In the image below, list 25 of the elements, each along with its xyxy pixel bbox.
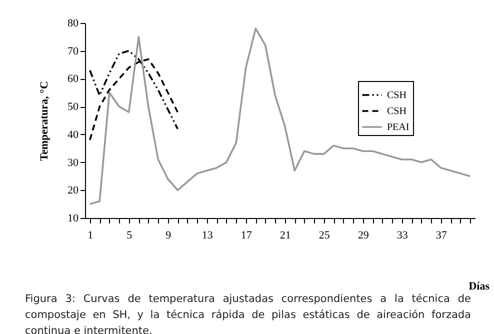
y-axis-title: Temperatura, °C <box>38 81 50 161</box>
x-tick-label: 13 <box>202 230 214 242</box>
legend-label: CSH <box>387 106 406 117</box>
text: Figura 3: Curvas de temperatura ajustadas correspondientes a la técnica de compostaje en SH, y la técnica rápida de pilas estáticas de aireación forzada continua e intermitente. <box>25 292 471 334</box>
y-tick-label: 80 <box>68 18 79 30</box>
x-tick-label: 37 <box>436 230 448 242</box>
legend-label: PEAI <box>387 122 410 133</box>
y-tick-label: 60 <box>68 73 79 86</box>
y-tick-label: 30 <box>68 156 79 169</box>
x-tick-label: 5 <box>126 230 133 242</box>
y-tick-label: 10 <box>68 212 79 224</box>
x-tick-label: 25 <box>318 230 330 242</box>
y-tick-label: 40 <box>68 128 79 141</box>
x-axis-title: Días <box>468 280 490 292</box>
legend-label: CSH <box>387 90 406 101</box>
line-series <box>88 28 472 205</box>
x-tick-label: 21 <box>280 230 291 242</box>
x-tick-label: 1 <box>88 230 94 242</box>
y-tick-label: 20 <box>68 184 79 197</box>
y-tick-label: 70 <box>68 45 79 58</box>
x-tick-label: 17 <box>240 230 252 242</box>
x-tick-label: 9 <box>166 230 172 242</box>
x-tick-label: 29 <box>358 230 370 242</box>
y-tick-label: 50 <box>68 101 79 114</box>
x-tick-label: 33 <box>396 230 408 242</box>
